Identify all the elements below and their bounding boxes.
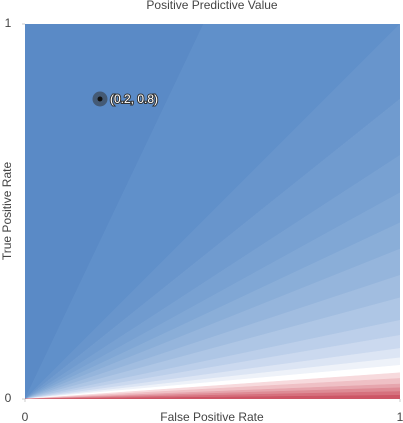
contour-band bbox=[25, 274, 400, 399]
x-axis-label: False Positive Rate bbox=[160, 410, 264, 423]
contour-band bbox=[25, 383, 400, 399]
x-tick-label: 0 bbox=[22, 410, 29, 423]
contour-band bbox=[25, 391, 400, 399]
chart-title: Positive Predictive Value bbox=[146, 0, 278, 12]
contour-band bbox=[25, 319, 400, 399]
contour-band bbox=[25, 98, 400, 399]
contour-band bbox=[25, 297, 400, 399]
point bbox=[97, 96, 103, 102]
contour-band bbox=[25, 222, 400, 399]
contour-band bbox=[25, 378, 400, 399]
point-label: (0.2, 0.8) bbox=[110, 92, 158, 106]
contour-band bbox=[25, 372, 400, 399]
plot-area bbox=[25, 24, 400, 399]
contour-band bbox=[25, 24, 400, 399]
contour-band bbox=[25, 334, 400, 399]
contour-band bbox=[25, 348, 400, 399]
contour-band bbox=[25, 387, 400, 399]
y-axis-label: True Positive Rate bbox=[0, 162, 14, 261]
contour-band bbox=[25, 394, 400, 399]
contour-band bbox=[25, 248, 400, 399]
y-tick-label: 1 bbox=[5, 16, 12, 30]
y-tick-label: 0 bbox=[5, 391, 12, 405]
contour-band bbox=[25, 364, 400, 399]
contour-band bbox=[25, 357, 400, 399]
x-tick-label: 1 bbox=[397, 410, 403, 423]
contour-band bbox=[25, 192, 400, 399]
contour-band bbox=[25, 154, 400, 399]
